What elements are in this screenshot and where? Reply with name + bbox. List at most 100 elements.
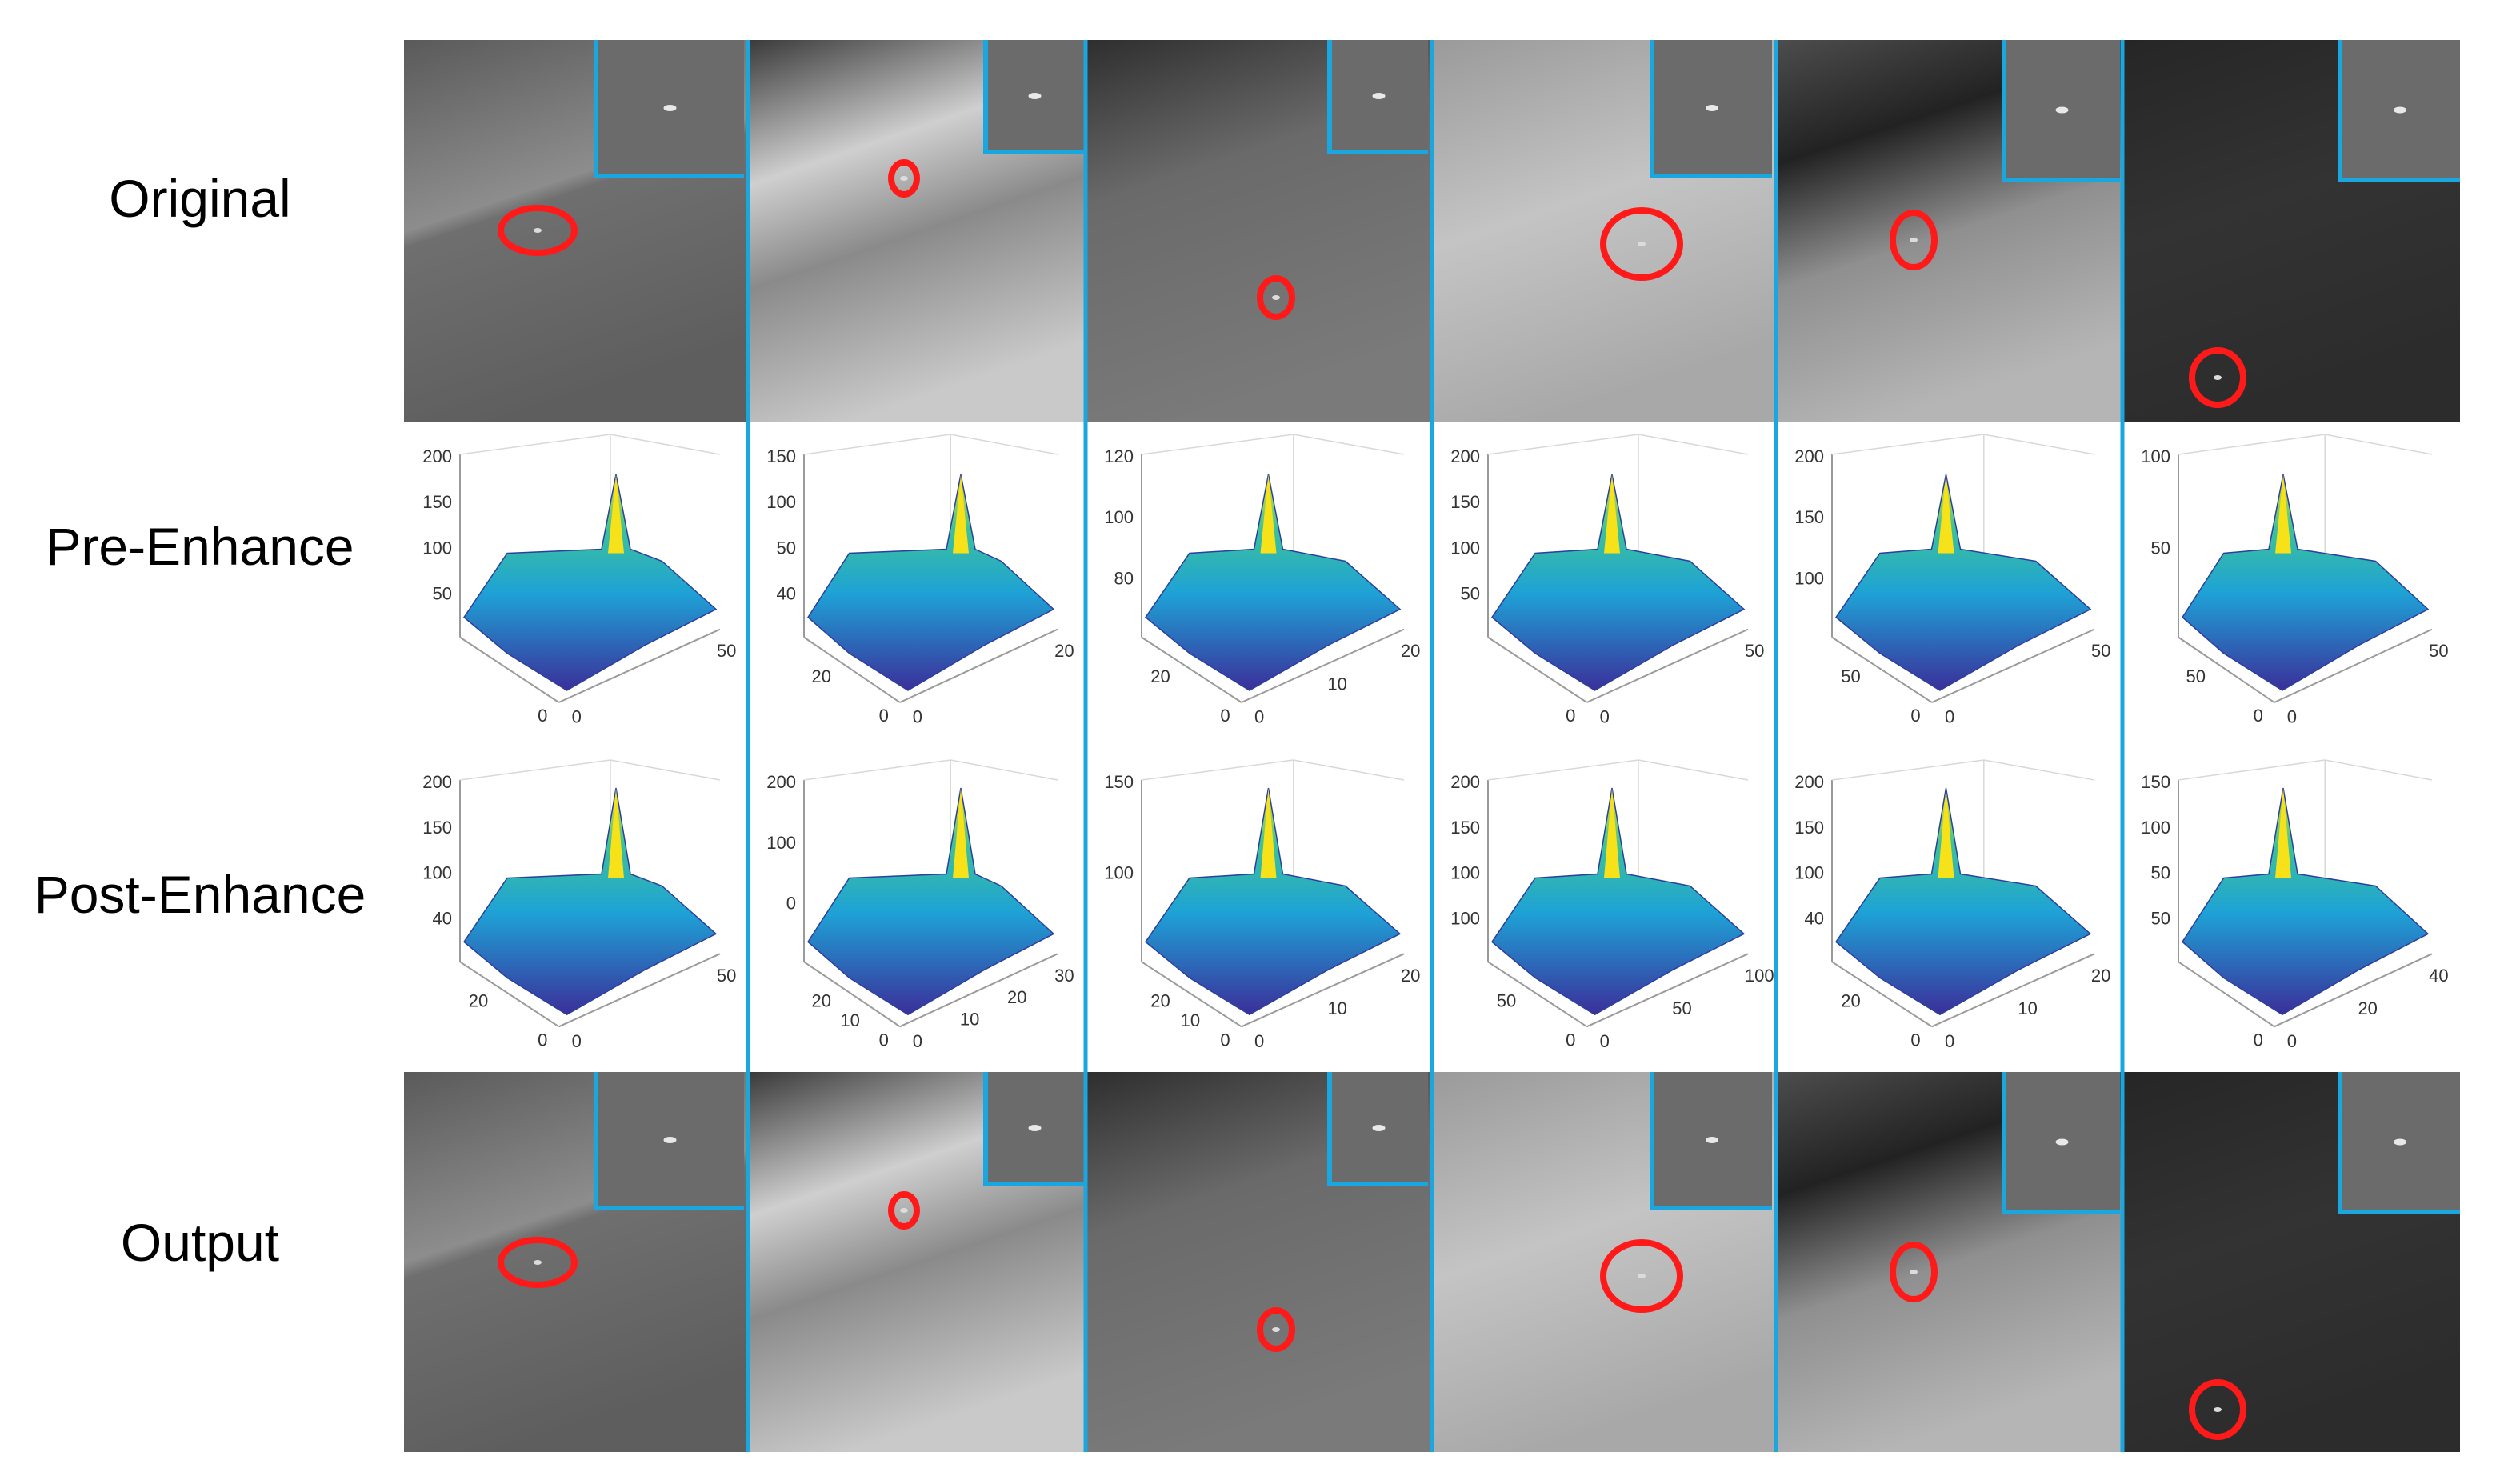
inset-border xyxy=(1327,40,1428,154)
y-tick-label: 20 xyxy=(1150,666,1170,686)
z-tick-label: 50 xyxy=(2151,908,2170,928)
zoomed-target xyxy=(1372,93,1386,99)
small-target xyxy=(900,1208,908,1213)
x-tick-label: 10 xyxy=(1327,674,1346,694)
x-tick-label: 50 xyxy=(1745,641,1764,661)
surface-mesh xyxy=(807,474,1055,691)
target-peak xyxy=(2275,788,2291,878)
x-tick-label: 0 xyxy=(1254,1031,1264,1051)
y-tick-label: 0 xyxy=(1220,706,1230,726)
z-tick-label: 150 xyxy=(422,818,452,838)
original-image-4 xyxy=(1432,40,1776,422)
y-tick-label: 20 xyxy=(811,991,830,1011)
output-image-6 xyxy=(2122,1072,2460,1452)
target-peak xyxy=(608,788,624,878)
small-target xyxy=(2214,375,2222,380)
y-axis xyxy=(1487,961,1588,1028)
small-target xyxy=(534,228,542,233)
target-marker-circle xyxy=(498,205,578,256)
y-tick-label: 0 xyxy=(1566,706,1575,726)
surface-mesh xyxy=(1490,474,1746,691)
grid-line xyxy=(459,759,611,781)
target-marker-circle xyxy=(498,1237,578,1288)
x-axis xyxy=(1586,953,1749,1028)
grid-line xyxy=(950,434,1058,455)
grid-line xyxy=(1983,759,2095,781)
z-tick-label: 200 xyxy=(1794,446,1824,466)
zoomed-target xyxy=(1706,1137,1718,1143)
z-tick-label: 100 xyxy=(2141,446,2170,466)
grid-line xyxy=(1293,759,1405,781)
z-tick-label: 200 xyxy=(422,446,452,466)
inset-border xyxy=(594,40,744,178)
y-tick-label: 20 xyxy=(1150,991,1170,1011)
z-tick-label: 50 xyxy=(1461,583,1480,603)
z-tick-label: 40 xyxy=(433,908,452,928)
z-tick-label: 50 xyxy=(433,583,452,603)
target-marker-circle xyxy=(888,159,920,198)
zoomed-target xyxy=(1372,1125,1386,1131)
grid-line xyxy=(1831,759,1984,781)
small-target xyxy=(1272,295,1280,300)
x-tick-label: 20 xyxy=(1007,987,1026,1007)
x-tick-label: 0 xyxy=(1945,1031,1954,1051)
target-marker-circle xyxy=(888,1191,920,1230)
x-tick-label: 10 xyxy=(1327,998,1346,1018)
x-tick-label: 0 xyxy=(572,1031,582,1051)
grid-line xyxy=(950,759,1058,781)
y-axis xyxy=(1487,636,1588,703)
y-tick-label: 20 xyxy=(1841,991,1860,1011)
z-tick-label: 200 xyxy=(1450,446,1480,466)
z-tick-label: 100 xyxy=(1450,538,1480,558)
row-label-original: Original xyxy=(109,169,291,228)
y-axis xyxy=(2178,636,2275,703)
inset-border xyxy=(983,1072,1084,1186)
y-axis xyxy=(1831,961,1933,1028)
surface-plot-pre-2: 150 100 50 40 20 0 0 20 xyxy=(766,434,1074,726)
grid-line xyxy=(2178,759,2326,781)
z-tick-label: 100 xyxy=(1104,863,1134,883)
z-tick-label: 0 xyxy=(786,894,796,914)
x-tick-label: 50 xyxy=(717,641,736,661)
y-tick-label: 20 xyxy=(811,666,830,686)
y-tick-label: 50 xyxy=(2186,666,2205,686)
y-axis xyxy=(803,961,901,1028)
grid-line xyxy=(1638,759,1749,781)
target-peak xyxy=(2275,474,2291,554)
target-peak xyxy=(1604,474,1620,554)
y-tick-label: 0 xyxy=(2254,1030,2263,1050)
x-axis xyxy=(1241,953,1405,1028)
small-target xyxy=(1910,1270,1918,1274)
small-target xyxy=(1638,1274,1646,1278)
z-tick-label: 100 xyxy=(766,833,796,853)
original-image-5 xyxy=(1776,40,2122,422)
surface-plot-post-6: 150 100 50 50 0 0 20 40 xyxy=(2141,759,2449,1051)
x-axis xyxy=(558,628,721,703)
x-axis xyxy=(899,628,1058,703)
x-tick-label: 20 xyxy=(1401,966,1420,986)
x-tick-label: 0 xyxy=(2287,706,2297,726)
inset-border xyxy=(1650,1072,1772,1210)
surface-mesh xyxy=(1144,474,1402,691)
target-peak xyxy=(1604,788,1620,878)
grid-line xyxy=(2178,434,2326,455)
surface-mesh xyxy=(2182,787,2430,1016)
surface-mesh xyxy=(1144,787,1402,1016)
z-tick-label: 100 xyxy=(2141,818,2170,838)
surface-plot-pre-1: 200 150 100 50 0 0 50 xyxy=(422,434,736,726)
inset-border xyxy=(1327,1072,1428,1186)
y-tick-label: 0 xyxy=(2254,706,2263,726)
surface-mesh xyxy=(807,787,1055,1016)
output-image-2 xyxy=(748,1072,1086,1452)
x-axis xyxy=(1931,628,2095,703)
inset-border xyxy=(2002,40,2120,182)
original-image-6 xyxy=(2122,40,2460,422)
z-tick-label: 200 xyxy=(1450,772,1480,792)
y-tick-label: 50 xyxy=(1497,991,1516,1011)
y-tick-label: 0 xyxy=(538,706,547,726)
inset-border xyxy=(983,40,1084,154)
grid-line xyxy=(610,759,721,781)
zoomed-target xyxy=(663,105,677,111)
